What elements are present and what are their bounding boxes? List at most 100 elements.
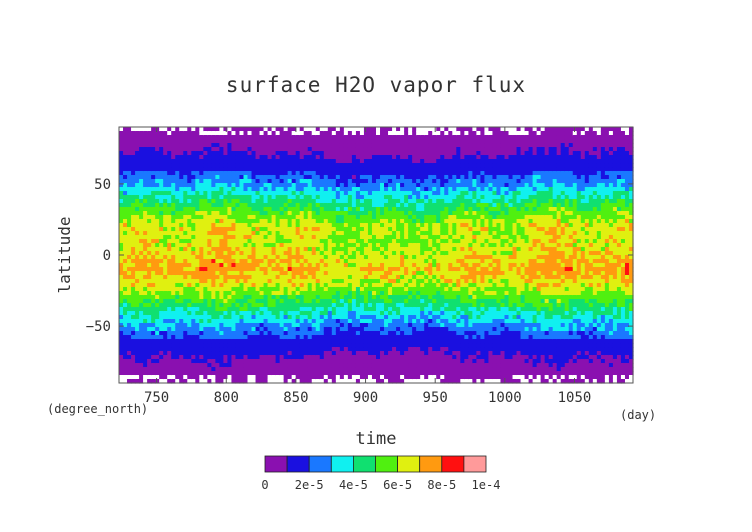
heatmap-cell xyxy=(327,339,333,344)
heatmap-cell xyxy=(139,135,144,140)
heatmap-cell xyxy=(367,311,373,316)
heatmap-cell xyxy=(135,343,140,348)
heatmap-cell xyxy=(123,187,128,192)
heatmap-cell xyxy=(239,379,245,384)
heatmap-cell xyxy=(195,211,200,216)
heatmap-cell xyxy=(396,203,401,208)
heatmap-cell xyxy=(315,135,321,140)
heatmap-cell xyxy=(343,307,349,312)
heatmap-cell xyxy=(271,351,277,356)
heatmap-cell xyxy=(159,335,164,340)
heatmap-cell xyxy=(259,311,265,316)
heatmap-cell xyxy=(167,175,172,180)
heatmap-cell xyxy=(211,355,216,360)
heatmap-cell xyxy=(384,279,389,284)
heatmap-cell xyxy=(279,335,285,340)
heatmap-cell xyxy=(135,339,140,344)
heatmap-cell xyxy=(275,231,281,236)
heatmap-cell xyxy=(295,207,301,212)
heatmap-cell xyxy=(367,271,373,276)
heatmap-cell xyxy=(323,199,329,204)
heatmap-cell xyxy=(331,243,337,248)
heatmap-cell xyxy=(175,335,180,340)
heatmap-cell xyxy=(251,183,257,188)
heatmap-cell xyxy=(323,331,329,336)
heatmap-cell xyxy=(235,211,241,216)
heatmap-cell xyxy=(323,303,329,308)
heatmap-cell xyxy=(243,287,249,292)
heatmap-cell xyxy=(163,183,168,188)
heatmap-cell xyxy=(211,367,216,372)
heatmap-cell xyxy=(307,287,313,292)
heatmap-cell xyxy=(303,347,309,352)
heatmap-cell xyxy=(151,243,156,248)
heatmap-cell xyxy=(231,147,237,152)
heatmap-cell xyxy=(327,279,333,284)
heatmap-cell xyxy=(119,259,124,264)
heatmap-cell xyxy=(384,131,389,136)
heatmap-cell xyxy=(307,183,313,188)
heatmap-cell xyxy=(319,315,325,320)
heatmap-cell xyxy=(167,335,172,340)
heatmap-cell xyxy=(123,135,128,140)
heatmap-cell xyxy=(323,211,329,216)
heatmap-cell xyxy=(191,287,196,292)
heatmap-cell xyxy=(187,251,192,256)
heatmap-cell xyxy=(199,207,204,212)
heatmap-cell xyxy=(367,227,373,232)
heatmap-cell xyxy=(219,367,225,372)
heatmap-cell xyxy=(171,139,176,144)
heatmap-cell xyxy=(408,347,413,352)
heatmap-cell xyxy=(343,175,349,180)
heatmap-cell xyxy=(323,151,329,156)
heatmap-cell xyxy=(159,311,164,316)
heatmap-cell xyxy=(271,187,277,192)
heatmap-cell xyxy=(131,351,136,356)
heatmap-cell xyxy=(211,199,216,204)
heatmap-cell xyxy=(380,195,385,200)
heatmap-cell xyxy=(123,243,128,248)
heatmap-cell xyxy=(400,155,405,160)
heatmap-cell xyxy=(408,199,413,204)
heatmap-cell xyxy=(171,135,176,140)
heatmap-cell xyxy=(384,231,389,236)
heatmap-cell xyxy=(287,367,293,372)
heatmap-cell xyxy=(371,159,377,164)
heatmap-cell xyxy=(227,243,233,248)
heatmap-cell xyxy=(243,227,249,232)
heatmap-cell xyxy=(347,311,353,316)
heatmap-cell xyxy=(243,179,249,184)
heatmap-cell xyxy=(295,363,301,368)
heatmap-cell xyxy=(424,291,429,296)
heatmap-cell xyxy=(119,339,124,344)
heatmap-cell xyxy=(267,303,273,308)
heatmap-cell xyxy=(384,151,389,156)
heatmap-cell xyxy=(335,327,341,332)
heatmap-cell xyxy=(231,287,237,292)
heatmap-cell xyxy=(311,215,317,220)
heatmap-cell xyxy=(255,199,261,204)
heatmap-cell xyxy=(235,199,241,204)
heatmap-cell xyxy=(295,259,301,264)
heatmap-cell xyxy=(215,347,220,352)
heatmap-cell xyxy=(371,351,377,356)
heatmap-cell xyxy=(291,183,297,188)
heatmap-cell xyxy=(307,291,313,296)
heatmap-cell xyxy=(416,311,421,316)
heatmap-cell xyxy=(323,327,329,332)
heatmap-cell xyxy=(327,223,333,228)
heatmap-cell xyxy=(163,299,168,304)
heatmap-cell xyxy=(187,323,192,328)
heatmap-cell xyxy=(428,139,433,144)
heatmap-cell xyxy=(400,183,405,188)
heatmap-cell xyxy=(371,231,377,236)
heatmap-cell xyxy=(207,163,212,168)
heatmap-cell xyxy=(267,279,273,284)
heatmap-cell xyxy=(404,215,409,220)
heatmap-cell xyxy=(408,191,413,196)
heatmap-cell xyxy=(355,331,361,336)
heatmap-cell xyxy=(388,243,393,248)
heatmap-cell xyxy=(119,131,124,136)
heatmap-cell xyxy=(167,351,172,356)
heatmap-cell xyxy=(303,291,309,296)
